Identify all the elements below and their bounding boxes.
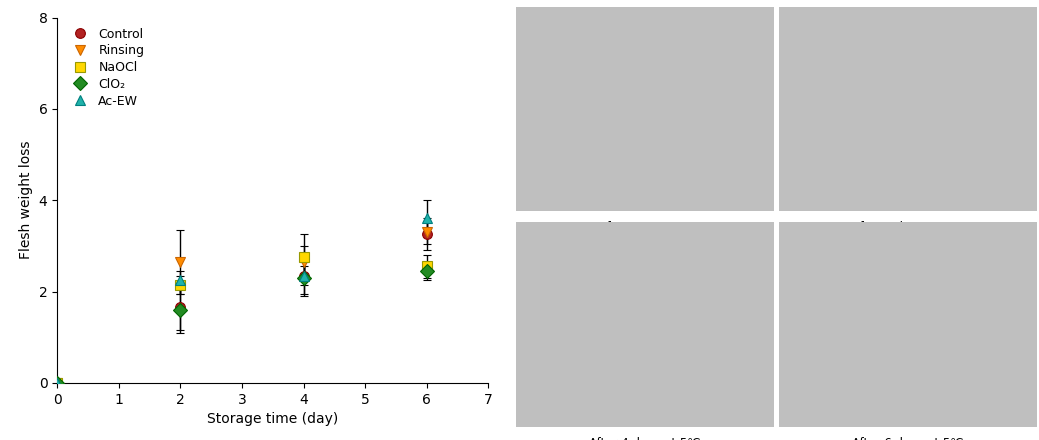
Text: After treatment: After treatment [600,221,691,235]
Text: After 2 days at 5℃: After 2 days at 5℃ [852,221,964,235]
Text: After 6 days at 5℃: After 6 days at 5℃ [852,437,964,440]
Text: After 4 days at 5℃: After 4 days at 5℃ [589,437,701,440]
Legend: Control, Rinsing, NaOCl, ClO₂, Ac-EW: Control, Rinsing, NaOCl, ClO₂, Ac-EW [63,24,149,111]
Y-axis label: Flesh weight loss: Flesh weight loss [19,141,33,260]
X-axis label: Storage time (day): Storage time (day) [207,412,339,426]
